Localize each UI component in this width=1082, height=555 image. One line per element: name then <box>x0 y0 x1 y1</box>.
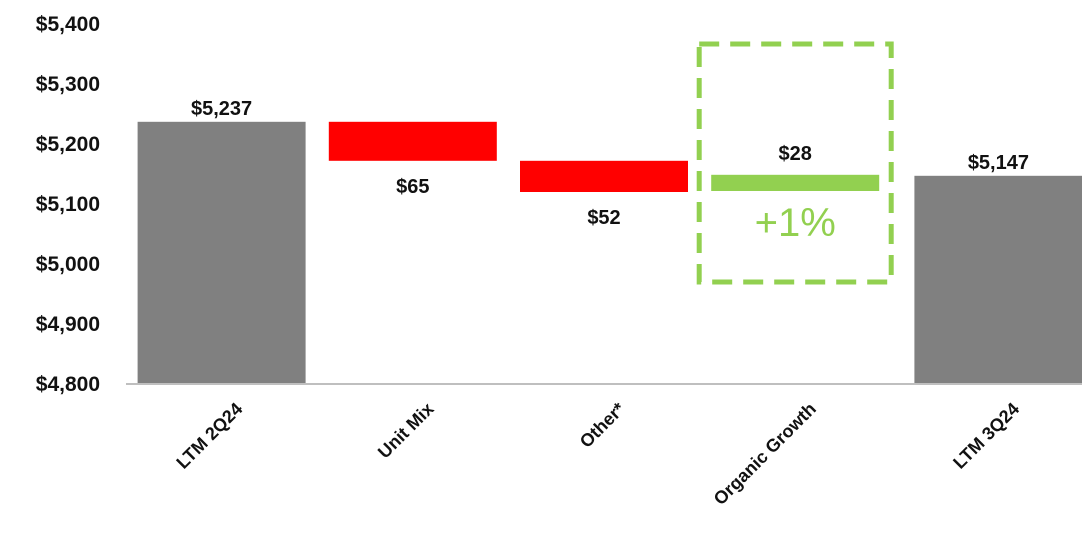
category-label-unit-mix: Unit Mix <box>374 399 438 463</box>
bar-group <box>137 121 1082 385</box>
value-label-organic-growth: $28 <box>779 143 812 165</box>
bar-organic-growth <box>711 174 880 191</box>
y-tick-label: $5,100 <box>36 193 100 216</box>
category-label-other: Other* <box>576 399 629 452</box>
organic-growth-callout: +1% <box>696 41 894 285</box>
y-tick-label: $5,300 <box>36 73 100 96</box>
x-axis-category-labels: LTM 2Q24 Unit Mix Other* Organic Growth LTM … <box>172 399 1023 509</box>
bar-other <box>520 160 688 192</box>
category-label-ltm-3q24: LTM 3Q24 <box>949 399 1023 473</box>
value-label-ltm-3q24: $5,147 <box>968 152 1029 174</box>
bar-ltm-3q24 <box>914 175 1082 384</box>
value-label-unit-mix: $65 <box>396 176 429 198</box>
value-labels: $5,237 $65 $52 $28 $5,147 <box>191 98 1029 229</box>
callout-dashed-box <box>696 41 894 285</box>
y-tick-label: $4,900 <box>36 313 100 336</box>
value-label-other: $52 <box>587 207 620 229</box>
y-tick-label: $5,000 <box>36 253 100 276</box>
y-tick-label: $5,200 <box>36 133 100 156</box>
category-label-ltm-2q24: LTM 2Q24 <box>172 399 246 473</box>
bar-unit-mix <box>328 121 497 161</box>
bar-ltm-2q24 <box>137 121 306 385</box>
y-tick-label: $5,400 <box>36 13 100 36</box>
callout-percent-label: +1% <box>755 201 836 245</box>
category-label-organic-growth: Organic Growth <box>710 399 820 509</box>
y-tick-label: $4,800 <box>36 373 100 396</box>
value-label-ltm-2q24: $5,237 <box>191 98 252 120</box>
y-axis-tick-labels: $5,400 $5,300 $5,200 $5,100 $5,000 $4,900 $4,8… <box>36 13 100 396</box>
